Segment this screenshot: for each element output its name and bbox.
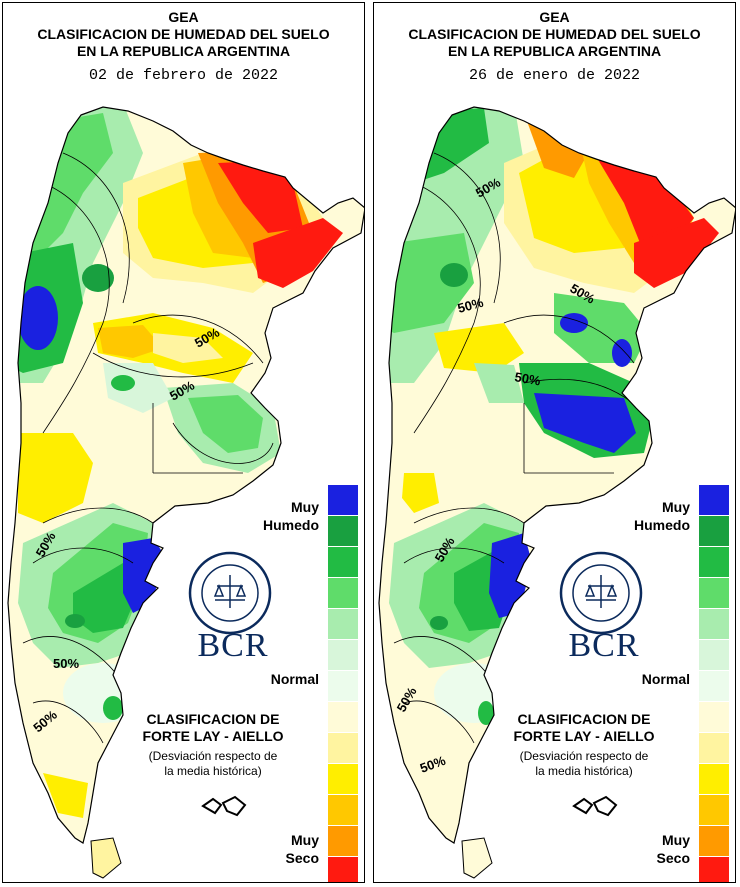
legend-normal: Normal	[641, 671, 690, 687]
legend-muy-seco: Muy Seco	[656, 832, 690, 866]
malvinas-islands	[201, 795, 247, 817]
scale-swatch-muy-humedo	[699, 485, 729, 516]
title-org: GEA	[539, 9, 570, 25]
map-date: 02 de febrero de 2022	[88, 67, 279, 84]
scale-swatch-leve-seco-1	[328, 702, 358, 733]
legend-normal: Normal	[270, 671, 319, 687]
scale-swatch-humedo-2	[699, 547, 729, 578]
bcr-seal-logo	[188, 551, 272, 635]
legend-muy-humedo: Muy Humedo	[263, 499, 319, 533]
bcr-logo-text: BCR	[568, 627, 640, 664]
scale-swatch-normal	[328, 671, 358, 702]
scale-swatch-humedo-2	[328, 547, 358, 578]
scale-swatch-leve-humedo-1	[699, 640, 729, 671]
scale-swatch-seco-3	[699, 826, 729, 857]
scale-swatch-leve-seco-2	[699, 733, 729, 764]
pct-label: 50%	[513, 369, 542, 388]
scale-swatch-muy-seco	[328, 857, 358, 882]
scale-swatch-seco-1	[699, 764, 729, 795]
title-org: GEA	[168, 9, 199, 25]
map-date: 26 de enero de 2022	[468, 67, 641, 84]
method-title: CLASIFICACION DE FORTE LAY - AIELLO	[142, 711, 284, 744]
scale-swatch-seco-1	[328, 764, 358, 795]
scale-swatch-humedo-3	[328, 516, 358, 547]
title-main: CLASIFICACION DE HUMEDAD DEL SUELO	[37, 26, 330, 42]
map-panel-jan-26: 50% 50% 50% 50% 50% 50% 50% GEA CLASIFIC…	[373, 2, 736, 883]
pct-label: 50%	[456, 295, 485, 316]
scale-swatch-muy-humedo	[328, 485, 358, 516]
scale-swatch-seco-2	[699, 795, 729, 826]
bcr-seal-logo	[559, 551, 643, 635]
bcr-logo-text: BCR	[197, 627, 269, 664]
title-sub: EN LA REPUBLICA ARGENTINA	[76, 43, 291, 59]
legend-muy-humedo: Muy Humedo	[634, 499, 690, 533]
scale-swatch-leve-seco-2	[328, 733, 358, 764]
scale-swatch-seco-3	[328, 826, 358, 857]
malvinas-islands	[572, 795, 618, 817]
scale-swatch-leve-seco-1	[699, 702, 729, 733]
map-panel-feb-02: 50% 50% 50% 50% 50% GEA CLASIFICACION DE…	[2, 2, 365, 883]
method-title: CLASIFICACION DE FORTE LAY - AIELLO	[513, 711, 655, 744]
title-sub: EN LA REPUBLICA ARGENTINA	[447, 43, 662, 59]
soil-moisture-map: 50% 50% 50% 50% 50%	[7, 106, 364, 879]
method-note: (Desviación respecto de la media históric…	[148, 749, 278, 778]
scale-swatch-humedo-1	[699, 578, 729, 609]
legend-muy-seco: Muy Seco	[285, 832, 319, 866]
scale-swatch-leve-humedo-2	[699, 609, 729, 640]
color-scale	[328, 485, 358, 882]
scale-swatch-leve-humedo-1	[328, 640, 358, 671]
scale-swatch-humedo-1	[328, 578, 358, 609]
color-scale	[699, 485, 729, 882]
scale-swatch-humedo-3	[699, 516, 729, 547]
soil-moisture-map: 50% 50% 50% 50% 50% 50% 50%	[378, 106, 735, 879]
scale-swatch-leve-humedo-2	[328, 609, 358, 640]
pct-label: 50%	[53, 656, 79, 671]
title-main: CLASIFICACION DE HUMEDAD DEL SUELO	[408, 26, 701, 42]
method-note: (Desviación respecto de la media históric…	[519, 749, 649, 778]
scale-swatch-muy-seco	[699, 857, 729, 882]
scale-swatch-normal	[699, 671, 729, 702]
scale-swatch-seco-2	[328, 795, 358, 826]
